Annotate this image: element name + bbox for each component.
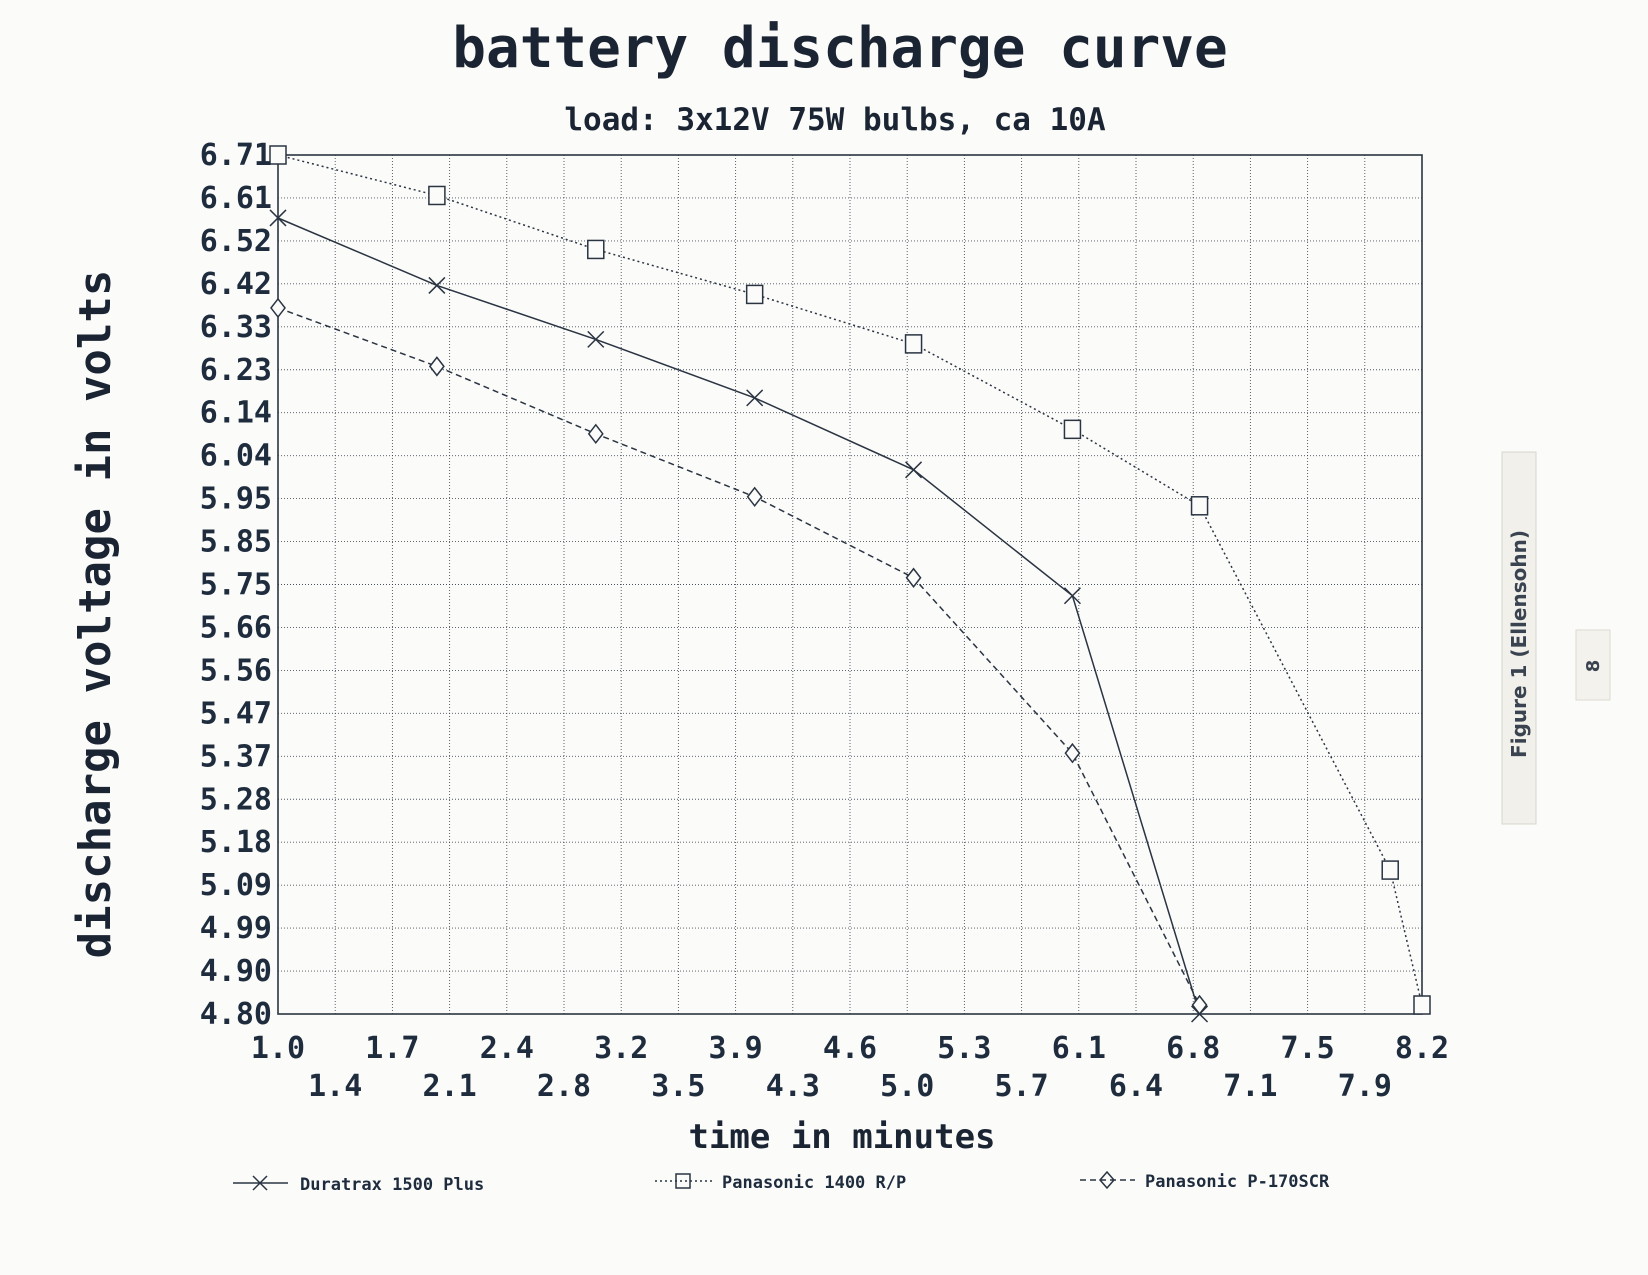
data-point-x-marker [428,276,446,294]
x-tick-label: 6.4 [1109,1069,1163,1104]
legend-x-marker-icon [252,1175,268,1191]
y-tick-label: 5.56 [200,653,272,688]
data-point-x-marker [1063,587,1081,605]
x-tick-label: 7.1 [1223,1069,1277,1104]
y-tick-label: 6.71 [200,138,272,173]
figure-label: Figure 1 (Ellensohn) [1507,530,1531,758]
y-axis-label: discharge voltage in volts [70,270,121,959]
data-point-diamond-marker [905,567,922,588]
x-tick-label: 1.7 [365,1031,419,1066]
x-tick-label: 2.1 [423,1069,477,1104]
data-point-square-marker [1190,496,1209,516]
tick-labels: 6.71 6.61 6.52 6.42 6.33 6.23 6.14 6.04 5.95 5.85… [200,138,1449,1104]
x-tick-label: 3.5 [651,1069,705,1104]
legend-diamond-marker-icon [1099,1170,1115,1190]
y-tick-label: 6.14 [200,396,272,431]
x-tick-label: 4.3 [766,1069,820,1104]
legend-label-panasonic-1400: Panasonic 1400 R/P [722,1173,906,1193]
series-line-1 [277,217,1201,1015]
data-point-square-marker [428,185,446,206]
x-tick-label: 5.3 [937,1031,991,1066]
x-tick-label: 8.2 [1395,1031,1449,1066]
y-tick-label: 6.61 [200,181,272,216]
data-point-diamond-marker [428,356,445,377]
legend-item-duratrax: Duratrax 1500 Plus [233,1175,484,1195]
y-tick-label: 5.66 [200,610,272,645]
series-line-2 [277,154,1423,1006]
x-tick-label: 4.6 [823,1031,877,1066]
y-tick-label: 4.80 [200,997,272,1032]
x-tick-label: 6.8 [1166,1031,1220,1066]
plot-grid [277,154,1423,1015]
figure-label-box [1501,451,1537,825]
y-tick-label: 5.09 [200,868,272,903]
chart-title: battery discharge curve [452,16,1227,81]
legend-label-panasonic-p170: Panasonic P-170SCR [1145,1172,1330,1192]
y-tick-label: 4.99 [200,911,272,946]
y-tick-label: 6.52 [200,224,272,259]
legend-item-panasonic-1400: Panasonic 1400 R/P [655,1173,906,1193]
series-layer [269,145,1431,1023]
page-number-box [1575,629,1611,701]
data-point-x-marker [269,209,287,227]
x-tick-label: 7.5 [1281,1031,1335,1066]
data-point-square-marker [587,239,605,260]
data-point-x-marker [587,330,605,348]
y-tick-label: 6.23 [200,353,272,388]
data-point-square-marker [1381,860,1399,880]
y-tick-label: 5.95 [200,482,272,517]
legend-square-marker-icon [675,1173,691,1189]
data-point-diamond-marker [1064,742,1081,764]
x-tick-label: 3.9 [709,1031,763,1066]
x-tick-label: 6.1 [1052,1031,1106,1066]
x-tick-label: 3.2 [594,1031,648,1066]
data-point-x-marker [905,461,923,479]
x-tick-label: 1.0 [251,1031,305,1066]
y-tick-label: 5.75 [200,568,272,603]
y-tick-label: 6.33 [200,310,272,345]
legend: Duratrax 1500 Plus Panasonic 1400 R/P Pa… [233,1170,1330,1195]
x-tick-label: 5.7 [995,1069,1049,1104]
data-point-x-marker [746,389,764,407]
y-tick-label: 5.28 [200,782,272,817]
y-tick-label: 5.85 [200,525,272,560]
x-tick-label: 7.9 [1338,1069,1392,1104]
data-point-diamond-marker [587,423,604,445]
data-point-diamond-marker [270,297,286,319]
y-tick-label: 6.42 [200,267,272,302]
page-number: 8 [1583,660,1604,673]
data-point-diamond-marker [1191,994,1208,1016]
chart-subtitle: load: 3x12V 75W bulbs, ca 10A [564,102,1106,138]
x-tick-label: 5.0 [880,1069,934,1104]
y-tick-label: 4.90 [200,954,272,989]
data-point-square-marker [1413,995,1431,1015]
y-tick-label: 5.37 [200,739,272,774]
y-tick-label: 6.04 [200,439,272,474]
side-annotation: Figure 1 (Ellensohn) 8 [1501,451,1611,825]
legend-label-duratrax: Duratrax 1500 Plus [300,1175,484,1195]
x-tick-label: 2.8 [537,1069,591,1104]
x-tick-label: 2.4 [480,1031,534,1066]
y-tick-label: 5.18 [200,825,272,860]
data-point-square-marker [1063,419,1082,440]
data-point-diamond-marker [746,486,763,508]
data-point-square-marker [904,334,923,354]
data-point-square-marker [745,284,764,305]
y-tick-label: 5.47 [200,696,272,731]
x-tick-label: 1.4 [308,1069,362,1104]
legend-item-panasonic-p170: Panasonic P-170SCR [1080,1170,1330,1192]
data-point-square-marker [269,145,287,165]
x-axis-label: time in minutes [688,1117,995,1157]
